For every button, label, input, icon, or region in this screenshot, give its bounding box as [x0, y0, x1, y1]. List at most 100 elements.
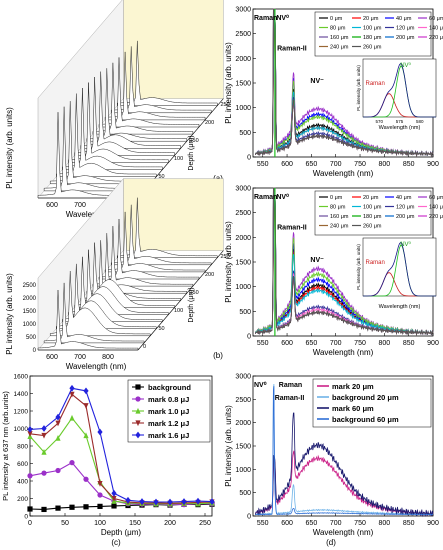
c-data-point	[195, 497, 201, 505]
d-annot-nv0: NV⁰	[254, 381, 267, 389]
b-right-legend-label: 20 μm	[363, 195, 379, 201]
c-legend-label: mark 0.8 μJ	[148, 395, 189, 404]
a-left-ylabel: PL intensity (arb. units)	[5, 107, 14, 189]
a-right-ytick-label: 500	[239, 130, 251, 137]
d-xtick-label: 900	[427, 520, 439, 527]
c-data-point	[153, 498, 159, 506]
b-left-ytick-label: 2000	[23, 296, 37, 302]
a-right-xtick-label: 900	[427, 161, 439, 168]
b-right-xtick-label: 800	[379, 340, 391, 347]
c-data-point	[83, 476, 89, 482]
a-right-annot-raman: Raman	[254, 15, 277, 22]
c-legend-marker	[135, 396, 141, 402]
b-left-depth-tick-label: 150	[190, 290, 199, 296]
b-left-ytick-label: 500	[26, 335, 37, 341]
c-data-point	[97, 503, 103, 509]
c-data-point	[41, 470, 47, 476]
a-right-inset-raman-label: Raman	[365, 81, 384, 87]
b-right-annot-raman: Raman	[254, 194, 277, 201]
c-data-point	[69, 384, 75, 392]
c-xtick-label: 150	[129, 520, 141, 527]
d-axes: 550 600 650 700 750 800 850 900 0 500 1000 1500 2000…	[224, 374, 439, 538]
b-right-legend-label: 260 μm	[363, 224, 382, 230]
c-data-point	[139, 498, 145, 505]
c-xtick-label: 250	[199, 520, 211, 527]
c-data-point	[55, 467, 61, 474]
b-right-legend-label: 160 μm	[330, 214, 349, 220]
c-ytick-label: 400	[17, 479, 28, 486]
c-legend-marker	[135, 384, 141, 390]
a-right-xtick-label: 750	[354, 161, 366, 168]
d-legend-label: mark 60 μm	[332, 404, 374, 413]
a-right-legend-box	[314, 11, 432, 57]
a-right-ylabel: PL intensity (arb. units)	[224, 42, 233, 124]
b-right-inset-xlabel: Wavelength (nm)	[379, 304, 421, 310]
c-data-point	[181, 498, 187, 505]
c-legend-marker	[135, 420, 141, 427]
a-right-legend-label: 120 μm	[396, 26, 415, 32]
c-ytick-label: 1600	[14, 374, 29, 381]
c-data-point	[83, 403, 89, 409]
a-right-inset-xtick-label: 570	[375, 119, 383, 124]
c-data-point	[69, 391, 75, 398]
c-data-point	[27, 506, 33, 512]
a-right-legend-label: 260 μm	[363, 45, 382, 51]
b-left-zlabel: Depth (μm)	[188, 287, 195, 322]
d-legend: mark 20 μm background 20 μm mark 60 μm back…	[312, 378, 432, 428]
b-right-xtick-label: 750	[354, 340, 366, 347]
b-right-inset: Raman NV⁰ Wavelength (nm) PL intensity (arb…	[356, 237, 437, 310]
d-xtick-label: 800	[379, 520, 391, 527]
d-ytick-label: 0	[247, 514, 251, 521]
c-xtick-label: 100	[94, 520, 106, 527]
d-xlabel: Wavelength (nm)	[313, 528, 374, 537]
c-data-point	[27, 425, 33, 433]
panel-label-c: (c)	[111, 538, 121, 547]
c-ytick-label: 600	[17, 461, 28, 468]
c-data-point	[83, 504, 89, 510]
a-right-ytick-label: 1500	[235, 81, 251, 88]
b-right-xtick-label: 900	[427, 340, 439, 347]
c-ytick-label: 800	[17, 444, 28, 451]
a-right-legend-label: 80 μm	[330, 26, 346, 32]
c-legend-label: mark 1.2 μJ	[148, 419, 189, 428]
d-xtick-label: 700	[330, 520, 342, 527]
a-right-inset-sum-curve	[363, 62, 436, 118]
d-series-line	[255, 386, 434, 516]
b-left-ylabel: PL intensity (arb. units)	[5, 273, 14, 355]
a-right-xtick-label: 550	[257, 161, 269, 168]
b-left-series-line	[37, 289, 139, 351]
c-legend-label: background	[148, 383, 191, 392]
c-data-point	[111, 495, 117, 502]
c-data-point	[167, 498, 173, 506]
b-right-annot-nvm: NV⁻	[310, 257, 324, 264]
c-data-point	[27, 431, 33, 437]
c-ytick-label: 1200	[14, 409, 29, 416]
a-right-inset-ylabel: PL intensity (arb. units)	[356, 65, 361, 111]
c-data-point	[111, 503, 117, 509]
a-right-series-line	[255, 8, 434, 158]
d-ylabel: PL intensity (arb. units)	[224, 405, 233, 487]
a-right-inset-xtick-label: 575	[396, 119, 404, 124]
b-right-xtick-label: 550	[257, 340, 269, 347]
c-xtick-label: 200	[164, 520, 176, 527]
b-right-xtick-label: 650	[306, 340, 318, 347]
d-ytick-label: 2000	[235, 420, 251, 427]
a-right-ytick-label: 2000	[235, 56, 251, 63]
a-right-inset-xtick-label: 580	[416, 119, 424, 124]
b-left-depth-tick-label: 50	[159, 326, 165, 332]
b-left-xtick-label: 700	[74, 354, 86, 361]
d-legend-label: mark 20 μm	[332, 382, 374, 391]
d-annot-raman2: Raman-II	[275, 395, 305, 402]
a-right-annot-nv0: NV⁰	[276, 14, 289, 22]
d-xtick-label: 850	[403, 520, 415, 527]
c-xtick-label: 50	[61, 520, 69, 527]
b-right-ytick-label: 2000	[235, 235, 251, 242]
a-right-axes: 550 600 650 700 750 800 850 900 0 500 1000 1500 2000…	[224, 7, 443, 179]
d-ytick-label: 1500	[235, 444, 251, 451]
a-right-annot-nvm: NV⁻	[310, 78, 324, 85]
c-xlabel: Depth (μm)	[101, 528, 142, 537]
d-xtick-label: 600	[281, 520, 293, 527]
b-right-series-line	[255, 187, 434, 336]
d-series-line	[255, 412, 434, 518]
